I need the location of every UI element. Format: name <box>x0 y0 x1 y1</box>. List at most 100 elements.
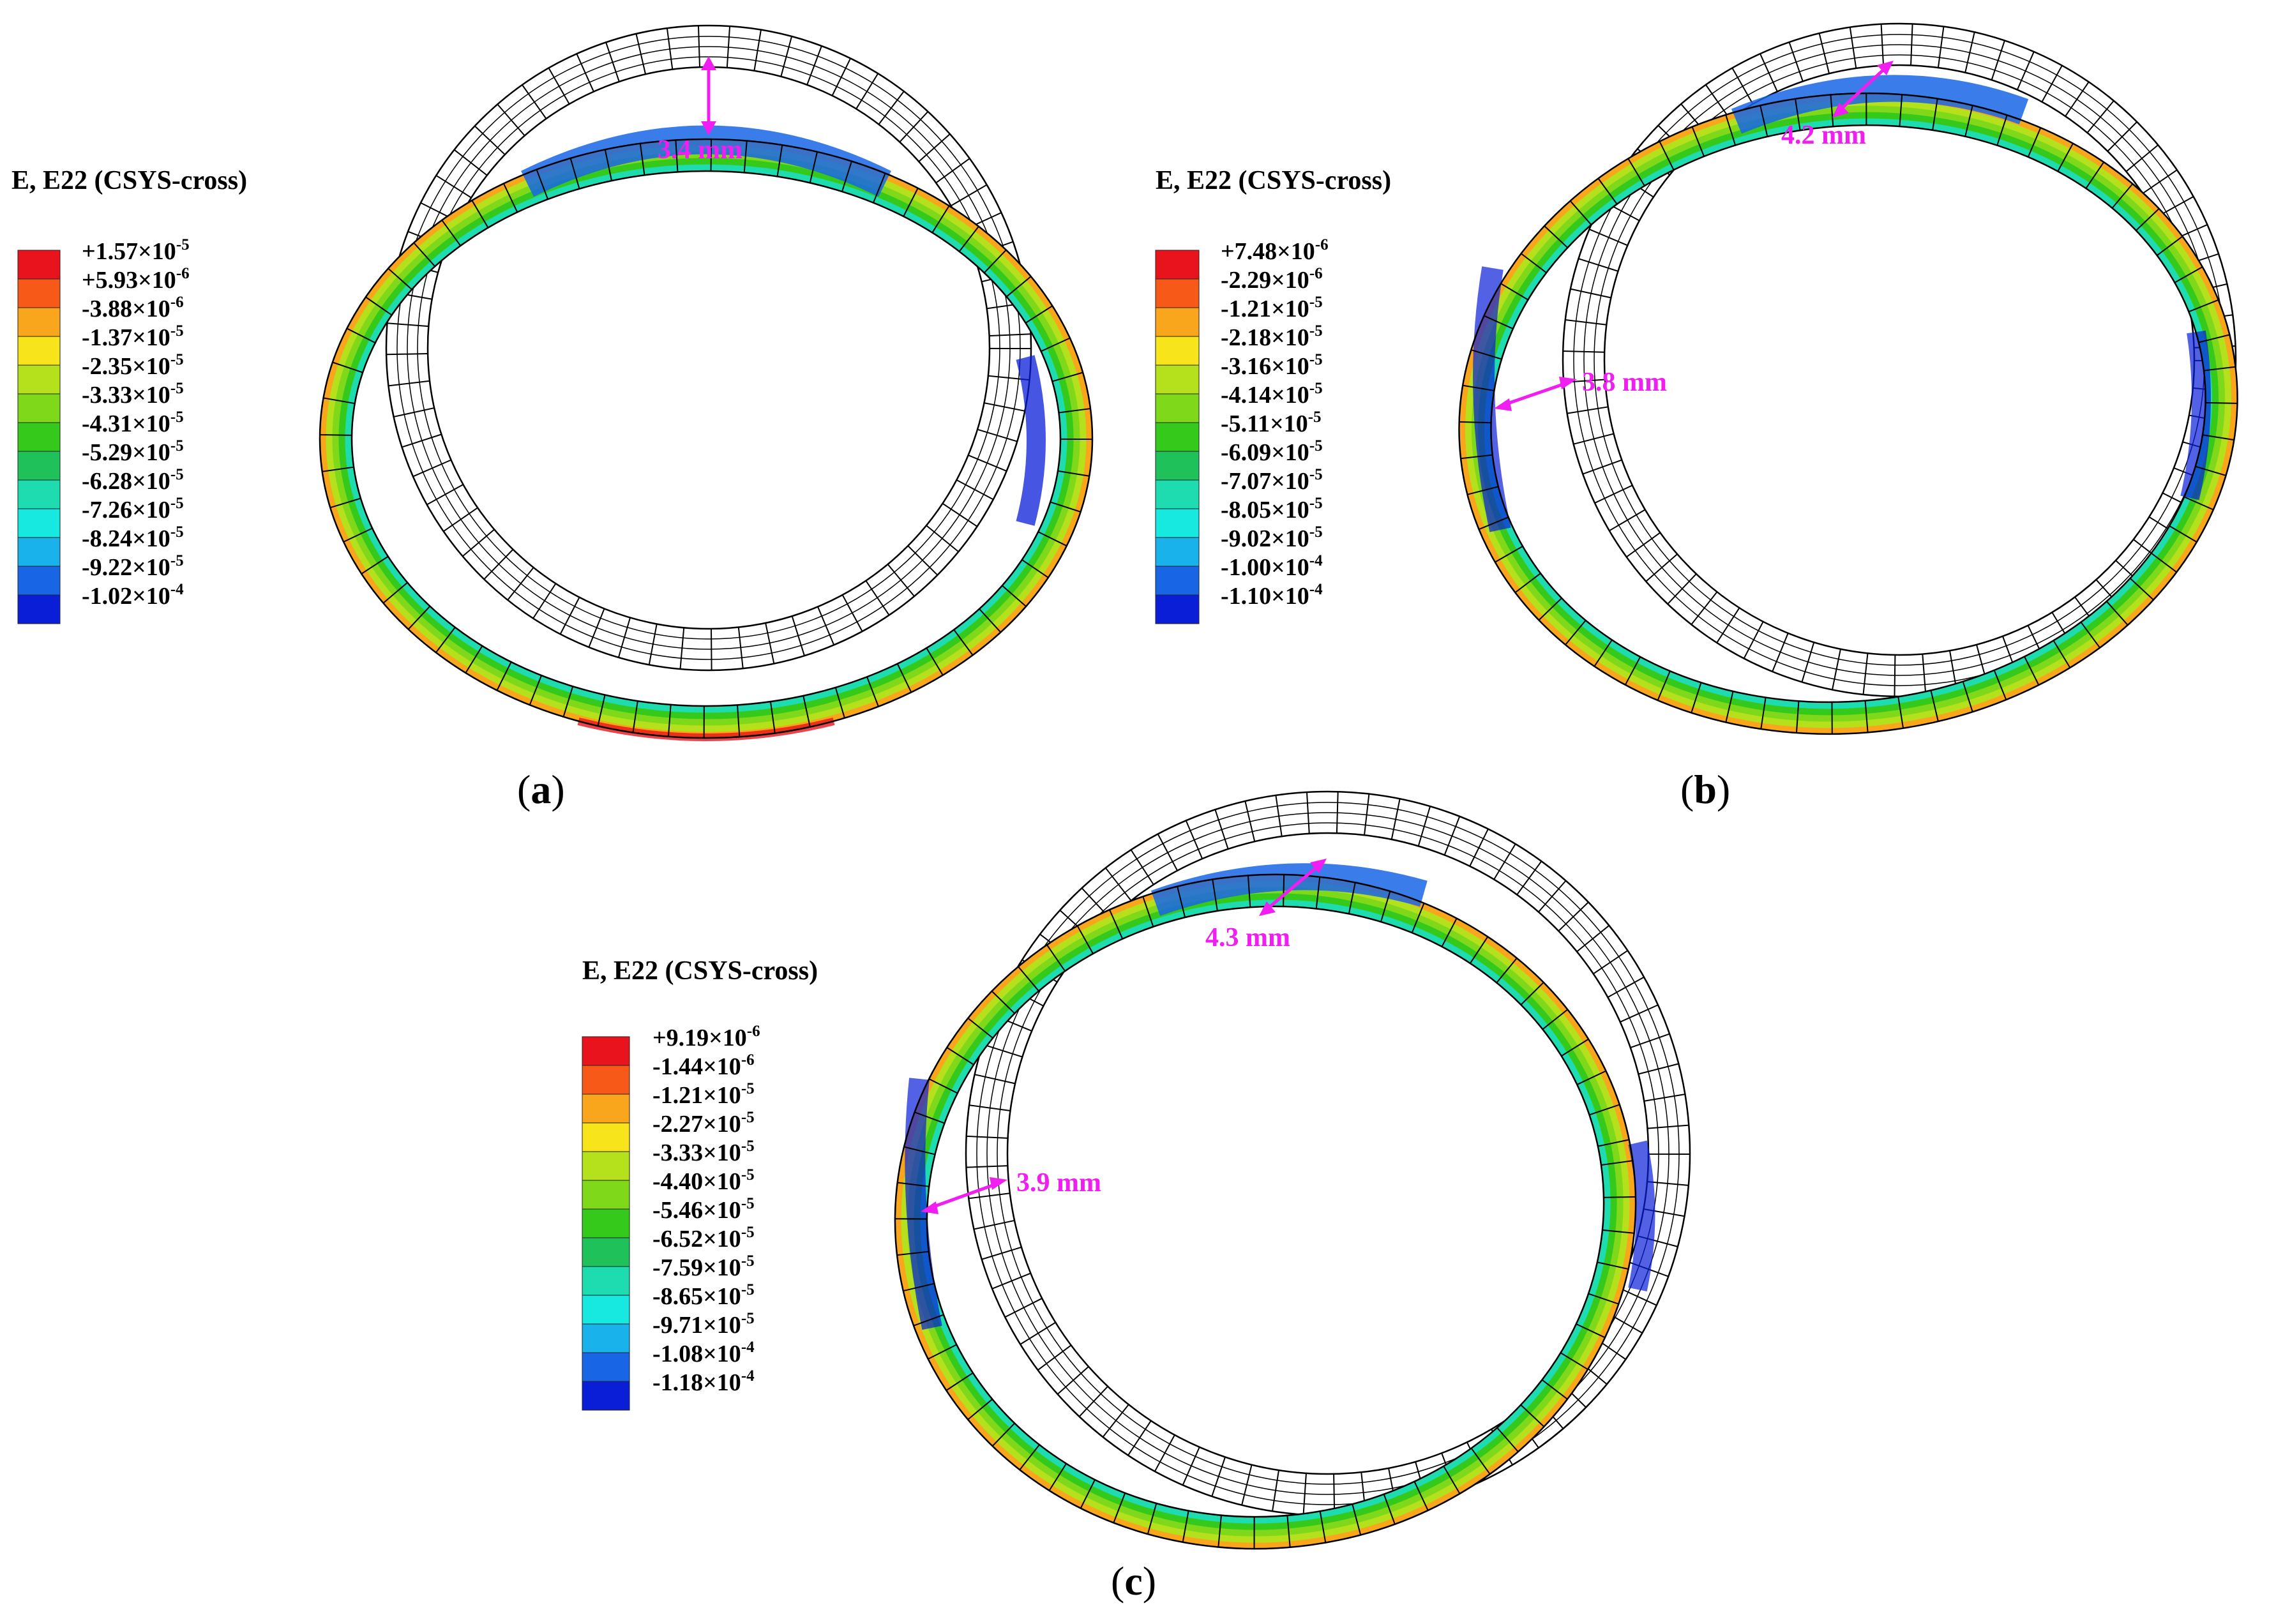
panel-b-dimension-label-left: 3.8 mm <box>1582 368 1667 397</box>
panel-a-swatch-5 <box>17 393 61 423</box>
panel-c-swatch-9 <box>582 1295 630 1325</box>
panel-a-legend-label-5: -3.33×10-5 <box>82 380 184 409</box>
panel-a-legend-label-0: +1.57×10-5 <box>82 236 190 265</box>
panel-b-legend-label-0: +7.48×10-6 <box>1221 236 1329 265</box>
panel-b-legend-label-2: -1.21×10-5 <box>1221 294 1323 322</box>
panel-c-deformed-ring <box>894 863 1655 1550</box>
panel-c-dimension-arrow-top <box>1259 859 1327 916</box>
panel-b-swatch-4 <box>1155 365 1200 395</box>
panel-c-swatch-7 <box>582 1237 630 1267</box>
panel-b-legend-label-10: -9.02×10-5 <box>1221 523 1323 552</box>
panel-b-legend-label-9: -8.05×10-5 <box>1221 495 1323 523</box>
panel-b-legend-label-4: -3.16×10-5 <box>1221 351 1323 380</box>
panel-c-legend: E, E22 (CSYS-cross) +9.19×10-6 -1.44×10-… <box>582 956 818 1411</box>
panel-c: E, E22 (CSYS-cross) +9.19×10-6 -1.44×10-… <box>582 790 1691 1604</box>
panel-b-swatch-1 <box>1155 278 1200 308</box>
panel-c-swatch-0 <box>582 1036 630 1066</box>
panel-a-legend-label-3: -1.37×10-5 <box>82 322 184 351</box>
panel-a-swatch-3 <box>17 336 61 366</box>
panel-b-swatch-12 <box>1155 594 1200 624</box>
panel-c-color-scale <box>582 1036 630 1411</box>
panel-b-legend-title: E, E22 (CSYS-cross) <box>1156 166 1391 195</box>
panel-b-legend-label-6: -5.11×10-5 <box>1221 409 1322 437</box>
panel-c-legend-label-8: -7.59×10-5 <box>652 1252 755 1281</box>
panel-b: E, E22 (CSYS-cross) +7.48×10-6 -2.29×10-… <box>1155 22 2238 812</box>
panel-b-swatch-0 <box>1155 250 1200 280</box>
panel-c-dimension-arrow-left <box>921 1177 1007 1214</box>
panel-c-swatch-2 <box>582 1094 630 1124</box>
panel-b-legend-label-12: -1.10×10-4 <box>1221 581 1323 610</box>
panel-b-legend-label-8: -7.07×10-5 <box>1221 466 1323 495</box>
panel-b-swatch-9 <box>1155 508 1200 538</box>
panel-a-color-scale <box>17 250 61 624</box>
panel-a-swatch-2 <box>17 307 61 337</box>
panel-a-dimension-arrow <box>701 56 716 135</box>
panel-b-legend-label-7: -6.09×10-5 <box>1221 437 1323 466</box>
panel-c-swatch-12 <box>582 1381 630 1411</box>
panel-a-swatch-4 <box>17 365 61 395</box>
panel-c-legend-labels: +9.19×10-6 -1.44×10-6 -1.21×10-5 -2.27×1… <box>652 1023 760 1396</box>
panel-c-legend-label-7: -6.52×10-5 <box>652 1224 755 1252</box>
panel-c-legend-label-4: -3.33×10-5 <box>652 1138 755 1166</box>
panel-a-swatch-9 <box>17 508 61 538</box>
panel-a-legend: E, E22 (CSYS-cross) +1.57×10-5 +5.93×10-… <box>11 166 247 624</box>
panel-c-legend-label-5: -4.40×10-5 <box>652 1166 755 1195</box>
panel-a-legend-label-6: -4.31×10-5 <box>82 409 184 437</box>
panel-a-legend-label-2: -3.88×10-6 <box>82 294 184 322</box>
panel-c-dimension-label-top: 4.3 mm <box>1205 923 1290 952</box>
panel-a-legend-label-4: -2.35×10-5 <box>82 351 184 380</box>
panel-a-swatch-10 <box>17 537 61 567</box>
panel-a-legend-label-11: -9.22×10-5 <box>82 552 184 581</box>
panel-a-swatch-6 <box>17 422 61 452</box>
panel-b-swatch-7 <box>1155 451 1200 481</box>
panel-a-legend-label-9: -7.26×10-5 <box>82 495 184 523</box>
panel-c-legend-label-6: -5.46×10-5 <box>652 1195 755 1224</box>
panel-c-swatch-11 <box>582 1352 630 1382</box>
panel-c-swatch-8 <box>582 1266 630 1296</box>
panel-b-legend-labels: +7.48×10-6 -2.29×10-6 -1.21×10-5 -2.18×1… <box>1221 236 1329 610</box>
panel-b-caption: (b) <box>1680 767 1730 812</box>
panel-b-dimension-label-top: 4.2 mm <box>1781 121 1866 150</box>
panel-b-dimension-arrow-top <box>1832 61 1894 117</box>
panel-c-dimension-label-left: 3.9 mm <box>1016 1168 1101 1198</box>
panel-b-legend-label-11: -1.00×10-4 <box>1221 552 1323 581</box>
panel-c-ring-diagram: 4.3 mm 3.9 mm <box>894 790 1691 1550</box>
panel-c-swatch-3 <box>582 1122 630 1152</box>
panel-c-swatch-6 <box>582 1208 630 1238</box>
panel-b-legend: E, E22 (CSYS-cross) +7.48×10-6 -2.29×10-… <box>1155 166 1391 624</box>
panel-b-ring-diagram: 4.2 mm 3.8 mm <box>1458 22 2238 735</box>
panel-a-deformed-ring <box>319 125 1094 741</box>
panel-c-swatch-4 <box>582 1151 630 1181</box>
panel-b-legend-label-3: -2.18×10-5 <box>1221 322 1323 351</box>
panel-c-legend-title: E, E22 (CSYS-cross) <box>582 956 818 986</box>
panel-c-legend-label-11: -1.08×10-4 <box>652 1339 755 1367</box>
panel-a-legend-label-8: -6.28×10-5 <box>82 466 184 495</box>
panel-a-swatch-12 <box>17 594 61 624</box>
panel-a-legend-label-10: -8.24×10-5 <box>82 523 184 552</box>
panel-b-legend-label-5: -4.14×10-5 <box>1221 380 1323 409</box>
panel-b-swatch-8 <box>1155 479 1200 509</box>
panel-a-legend-label-1: +5.93×10-6 <box>82 265 190 294</box>
panel-c-caption: (c) <box>1111 1558 1156 1604</box>
panel-c-legend-label-0: +9.19×10-6 <box>652 1023 760 1051</box>
panel-b-swatch-5 <box>1155 393 1200 423</box>
panel-c-swatch-5 <box>582 1180 630 1210</box>
panel-c-legend-label-1: -1.44×10-6 <box>652 1051 755 1080</box>
panel-b-swatch-2 <box>1155 307 1200 337</box>
panel-a-legend-labels: +1.57×10-5 +5.93×10-6 -3.88×10-6 -1.37×1… <box>82 236 190 610</box>
panel-a-legend-label-12: -1.02×10-4 <box>82 581 184 610</box>
panel-b-swatch-3 <box>1155 336 1200 366</box>
panel-b-swatch-6 <box>1155 422 1200 452</box>
panel-c-legend-label-3: -2.27×10-5 <box>652 1109 755 1138</box>
panel-b-deformed-ring <box>1458 75 2238 735</box>
panel-b-legend-label-1: -2.29×10-6 <box>1221 265 1323 294</box>
panel-c-legend-label-10: -9.71×10-5 <box>652 1310 755 1339</box>
panel-a: E, E22 (CSYS-cross) +1.57×10-5 +5.93×10-… <box>11 24 1094 812</box>
panel-b-color-scale <box>1155 250 1200 624</box>
panel-c-legend-label-12: -1.18×10-4 <box>652 1367 755 1396</box>
panel-a-legend-label-7: -5.29×10-5 <box>82 437 184 466</box>
panel-a-swatch-7 <box>17 451 61 481</box>
panel-c-legend-label-9: -8.65×10-5 <box>652 1281 755 1310</box>
panel-b-swatch-10 <box>1155 537 1200 567</box>
